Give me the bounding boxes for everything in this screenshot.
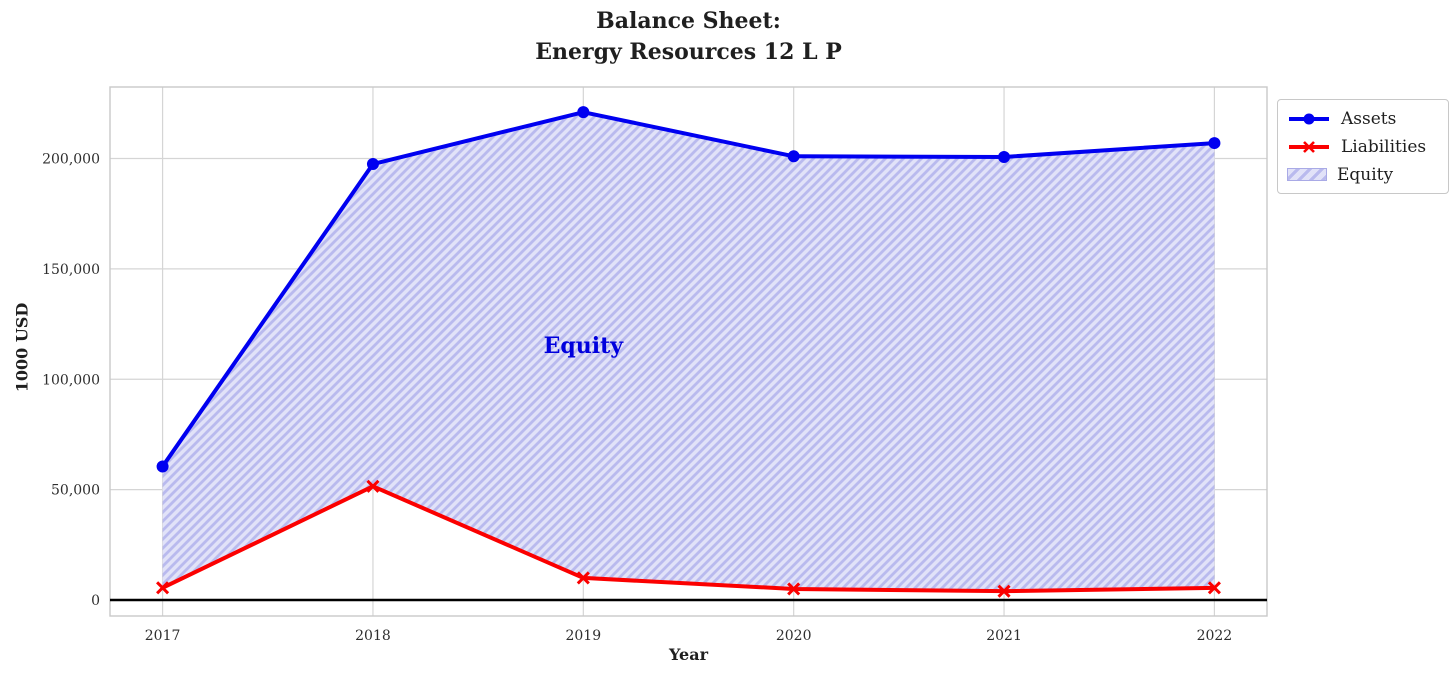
legend-label-equity: Equity (1337, 165, 1393, 185)
x-axis-label: Year (110, 645, 1267, 664)
legend-item-liabilities: Liabilities (1287, 135, 1439, 158)
x-tick-label: 2021 (986, 628, 1022, 644)
assets-point (577, 106, 589, 118)
legend: Assets Liabilities Equity (1277, 99, 1449, 194)
liabilities-line-icon (1287, 139, 1331, 155)
y-axis-label: 1000 USD (13, 293, 32, 403)
legend-item-assets: Assets (1287, 107, 1439, 130)
x-tick-label: 2018 (355, 628, 391, 644)
y-tick-label: 150,000 (42, 262, 100, 278)
plot-area: 2017 2018 2019 2020 2021 2022 0 50,000 100,000 15… (0, 0, 1454, 676)
assets-point (788, 150, 800, 162)
y-tick-label: 200,000 (42, 152, 100, 168)
legend-label-assets: Assets (1341, 109, 1396, 129)
x-tick-label: 2017 (145, 628, 181, 644)
x-tick-label: 2022 (1197, 628, 1233, 644)
y-tick-label: 100,000 (42, 372, 100, 388)
x-tick-label: 2019 (565, 628, 601, 644)
x-tick-label: 2020 (776, 628, 812, 644)
equity-hatch-icon (1287, 168, 1327, 181)
assets-point (998, 151, 1010, 163)
balance-sheet-figure: Balance Sheet: Energy Resources 12 L P 2… (0, 0, 1454, 676)
assets-point (157, 460, 169, 472)
assets-line-icon (1287, 111, 1331, 127)
assets-point (367, 158, 379, 170)
x-tick-labels: 2017 2018 2019 2020 2021 2022 (145, 628, 1232, 644)
legend-item-equity: Equity (1287, 163, 1439, 186)
legend-label-liabilities: Liabilities (1341, 137, 1426, 157)
y-tick-label: 50,000 (51, 483, 100, 499)
y-tick-labels: 0 50,000 100,000 150,000 200,000 (42, 152, 100, 609)
equity-area-label: Equity (544, 333, 623, 359)
y-tick-label: 0 (91, 593, 100, 609)
assets-point (1208, 137, 1220, 149)
